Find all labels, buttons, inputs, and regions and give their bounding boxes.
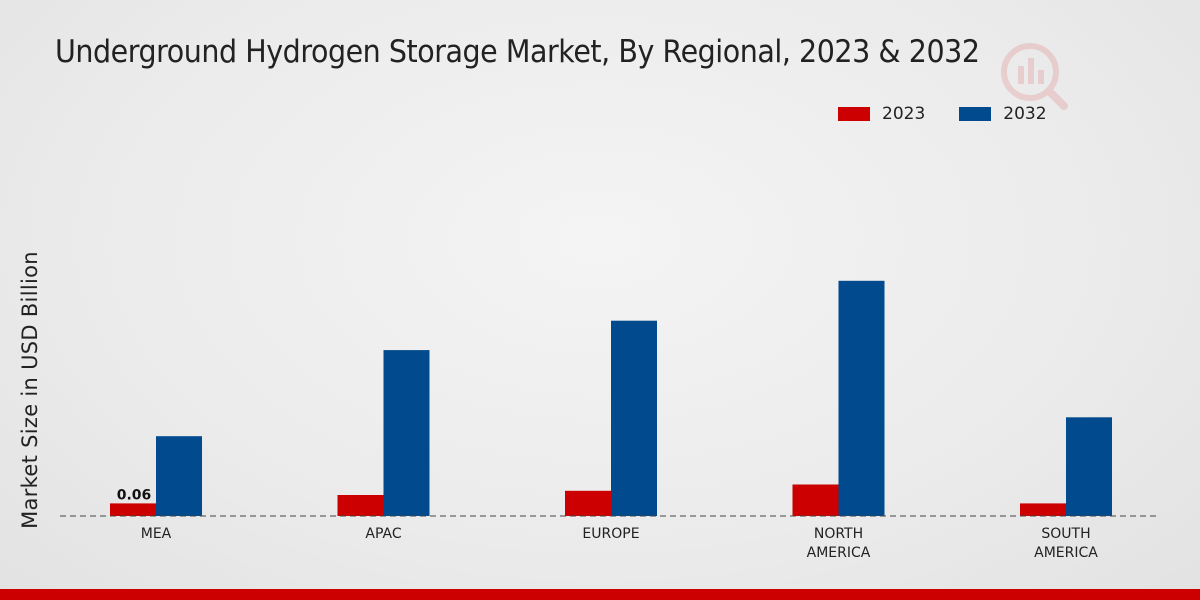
- x-tick-label-south-america-line-1: SOUTH: [1041, 526, 1090, 542]
- bar-2023-europe: [565, 490, 611, 516]
- bar-2032-europe: [611, 320, 657, 516]
- bar-2023-north-america: [792, 484, 839, 516]
- legend-swatch-2032: [959, 107, 992, 121]
- legend-label-2023: 2023: [882, 104, 926, 124]
- data-label-2023-mea: 0.06: [117, 487, 152, 503]
- chart-title: Underground Hydrogen Storage Market, By …: [55, 34, 980, 70]
- bar-2023-apac: [337, 495, 384, 516]
- x-tick-label-mea: MEA: [141, 526, 172, 542]
- legend-item-2032: 2032: [959, 104, 1047, 124]
- logo-watermark-icon: [1001, 43, 1068, 110]
- x-tick-label-europe: EUROPE: [582, 526, 639, 542]
- bar-2032-north-america: [838, 280, 885, 516]
- bar-2032-south-america: [1066, 417, 1112, 516]
- x-tick-label-south-america-line-2: AMERICA: [1034, 545, 1098, 561]
- bar-2032-mea: [156, 436, 202, 516]
- bar-2023-south-america: [1020, 503, 1066, 516]
- x-tick-label-north-america-line-2: AMERICA: [807, 545, 871, 561]
- x-tick-label-apac: APAC: [365, 526, 401, 542]
- bar-2023-mea: [110, 503, 156, 516]
- legend: 2023 2032: [838, 104, 1081, 124]
- x-tick-label-north-america-line-1: NORTH: [814, 526, 863, 542]
- legend-swatch-2023: [838, 107, 870, 121]
- bar-2032-apac: [383, 350, 430, 516]
- footer-accent-bar: [0, 589, 1200, 600]
- legend-label-2032: 2032: [1003, 104, 1047, 124]
- legend-item-2023: 2023: [838, 104, 925, 124]
